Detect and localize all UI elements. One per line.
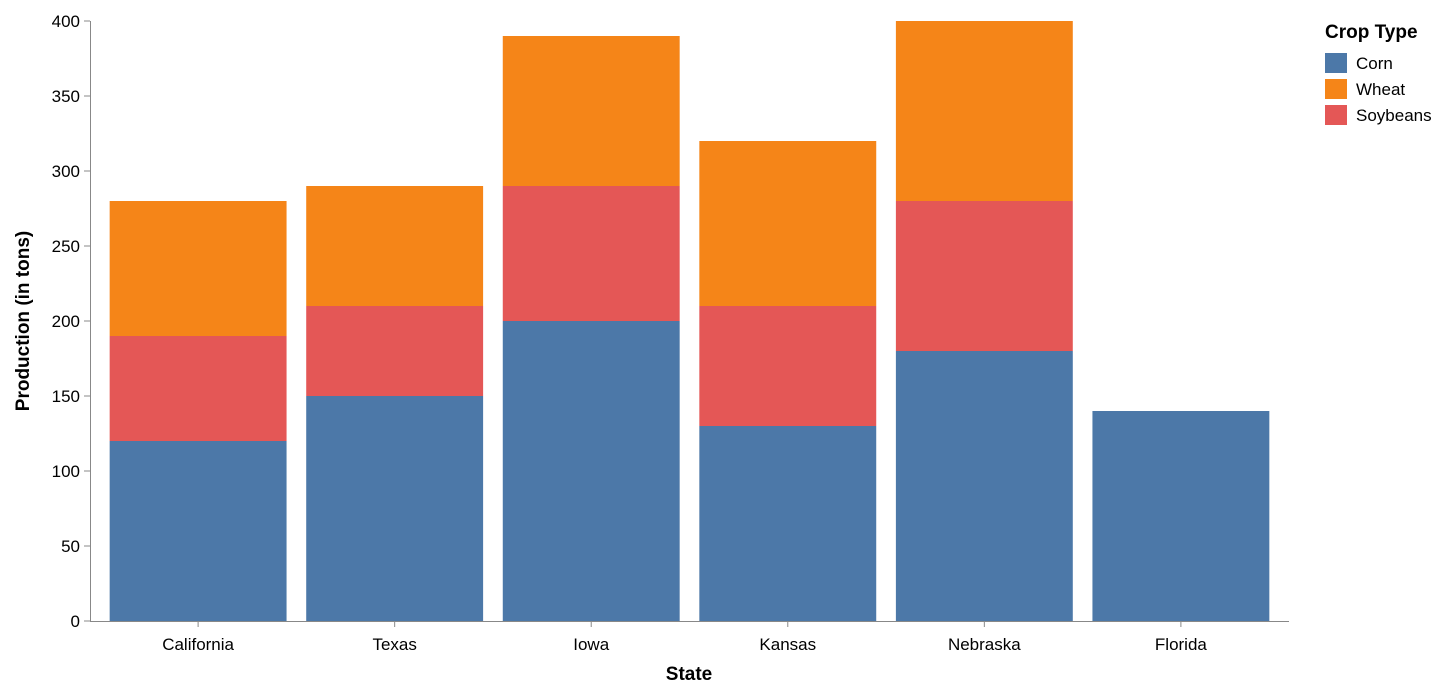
x-tick-label: Iowa: [573, 635, 609, 654]
bar-iowa-corn: [502, 321, 680, 621]
legend-swatch-corn: [1325, 53, 1347, 73]
bar-nebraska-corn: [895, 351, 1073, 621]
legend-swatch-wheat: [1325, 79, 1347, 99]
bar-kansas-soybeans: [699, 306, 877, 426]
bars-layer: [109, 21, 1270, 621]
legend-label-wheat: Wheat: [1356, 80, 1405, 99]
bar-texas-wheat: [306, 186, 484, 306]
y-axis-title: Production (in tons): [13, 231, 34, 411]
bar-california-corn: [109, 441, 287, 621]
legend-title: Crop Type: [1325, 22, 1418, 43]
y-tick-label: 150: [52, 387, 80, 406]
x-axis: California Texas Iowa Kansas Nebraska Florida: [90, 621, 1289, 654]
bar-iowa-wheat: [502, 36, 680, 186]
x-axis-title: State: [666, 664, 712, 685]
x-tick-label: Nebraska: [948, 635, 1021, 654]
legend-swatch-soybeans: [1325, 105, 1347, 125]
legend-label-soybeans: Soybeans: [1356, 106, 1432, 125]
bar-nebraska-wheat: [895, 21, 1073, 201]
bar-iowa-soybeans: [502, 186, 680, 321]
x-tick-label: Kansas: [759, 635, 816, 654]
y-tick-label: 100: [52, 462, 80, 481]
y-axis: 0 50 100 150 200 250 300 350 400: [52, 12, 91, 631]
bar-florida-corn: [1092, 411, 1270, 621]
x-tick-label: Texas: [372, 635, 416, 654]
x-tick-label: California: [162, 635, 234, 654]
bar-kansas-wheat: [699, 141, 877, 306]
bar-nebraska-soybeans: [895, 201, 1073, 351]
legend: Crop Type Corn Wheat Soybeans: [1325, 22, 1432, 125]
bar-texas-corn: [306, 396, 484, 621]
y-tick-label: 50: [61, 537, 80, 556]
x-tick-label: Florida: [1155, 635, 1208, 654]
y-tick-label: 400: [52, 12, 80, 31]
bar-california-wheat: [109, 201, 287, 336]
y-tick-label: 250: [52, 237, 80, 256]
legend-label-corn: Corn: [1356, 54, 1393, 73]
y-tick-label: 350: [52, 87, 80, 106]
bar-kansas-corn: [699, 426, 877, 621]
y-tick-label: 0: [71, 612, 80, 631]
y-tick-label: 200: [52, 312, 80, 331]
bar-california-soybeans: [109, 336, 287, 441]
y-tick-label: 300: [52, 162, 80, 181]
bar-texas-soybeans: [306, 306, 484, 396]
